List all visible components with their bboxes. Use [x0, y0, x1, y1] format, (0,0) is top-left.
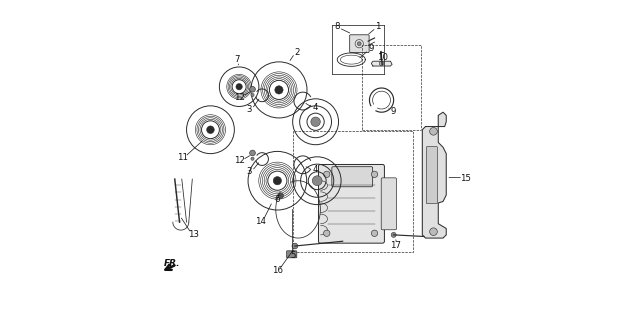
FancyBboxPatch shape — [426, 147, 437, 204]
Text: FR.: FR. — [164, 259, 180, 268]
Text: 3: 3 — [247, 105, 252, 114]
Circle shape — [371, 171, 377, 178]
Circle shape — [430, 127, 437, 135]
Circle shape — [250, 86, 256, 92]
Circle shape — [430, 228, 437, 236]
Text: 13: 13 — [188, 230, 199, 239]
Text: 17: 17 — [391, 241, 401, 250]
Circle shape — [251, 93, 254, 97]
Text: 9: 9 — [390, 108, 396, 116]
Text: 16: 16 — [272, 266, 283, 276]
Circle shape — [236, 84, 242, 90]
Text: 7: 7 — [234, 55, 240, 64]
Text: 6: 6 — [274, 195, 279, 204]
Circle shape — [312, 176, 322, 186]
Text: 14: 14 — [256, 217, 266, 226]
Text: 1: 1 — [375, 22, 381, 31]
Circle shape — [250, 150, 256, 156]
Text: 2: 2 — [295, 48, 300, 57]
Text: 3: 3 — [247, 167, 252, 176]
Text: 11: 11 — [177, 153, 188, 162]
Circle shape — [207, 126, 214, 133]
Circle shape — [323, 171, 330, 178]
Circle shape — [278, 193, 283, 198]
Polygon shape — [371, 61, 392, 66]
Text: 5: 5 — [291, 251, 296, 260]
Circle shape — [391, 232, 396, 237]
Text: 15: 15 — [460, 174, 471, 183]
Circle shape — [323, 230, 330, 236]
Circle shape — [311, 117, 320, 126]
FancyBboxPatch shape — [381, 178, 396, 230]
Circle shape — [357, 42, 361, 46]
Text: 4: 4 — [312, 103, 318, 112]
Polygon shape — [422, 112, 447, 238]
FancyBboxPatch shape — [318, 164, 384, 243]
Text: 12: 12 — [234, 156, 246, 165]
Circle shape — [273, 177, 281, 185]
Circle shape — [371, 230, 377, 236]
Circle shape — [251, 157, 254, 160]
Bar — [293, 131, 413, 252]
Circle shape — [292, 243, 298, 249]
Text: 4: 4 — [312, 165, 318, 174]
Bar — [362, 45, 421, 130]
Text: 12: 12 — [234, 93, 246, 102]
Circle shape — [275, 86, 283, 94]
Circle shape — [379, 61, 384, 66]
FancyBboxPatch shape — [332, 167, 372, 187]
Text: 8: 8 — [334, 22, 340, 31]
Text: 10: 10 — [377, 53, 388, 62]
FancyBboxPatch shape — [286, 251, 297, 258]
Text: 9: 9 — [369, 44, 374, 53]
FancyBboxPatch shape — [350, 35, 369, 52]
